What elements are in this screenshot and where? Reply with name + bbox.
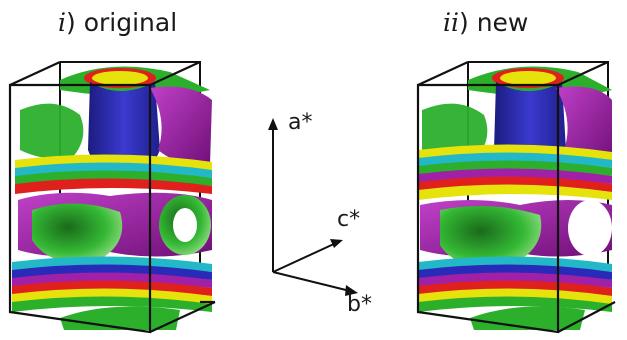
band-stack-lower	[12, 256, 212, 330]
box-front-edges-new	[416, 61, 616, 334]
panel-numeral: i	[58, 8, 66, 37]
axis-label-a: a*	[288, 110, 313, 135]
axis-label-b: b*	[347, 292, 372, 317]
fermi-surface-original	[8, 61, 216, 334]
sheet-magenta-lobe	[150, 86, 212, 166]
fermi-surface-new	[416, 61, 616, 334]
panel-label: ) original	[66, 8, 178, 37]
band-stack-upper	[15, 154, 212, 194]
panel-numeral: ii	[443, 8, 459, 37]
sheet-green-torus	[32, 203, 123, 264]
panel-label: ) new	[459, 8, 529, 37]
reciprocal-axes-icon	[268, 118, 358, 296]
box-front-edges-original	[8, 61, 216, 334]
axis-label-c: c*	[337, 207, 361, 232]
panel-title-new: ii) new	[443, 8, 528, 37]
panel-title-original: i) original	[58, 8, 177, 37]
sheet-blue-column	[88, 82, 160, 178]
